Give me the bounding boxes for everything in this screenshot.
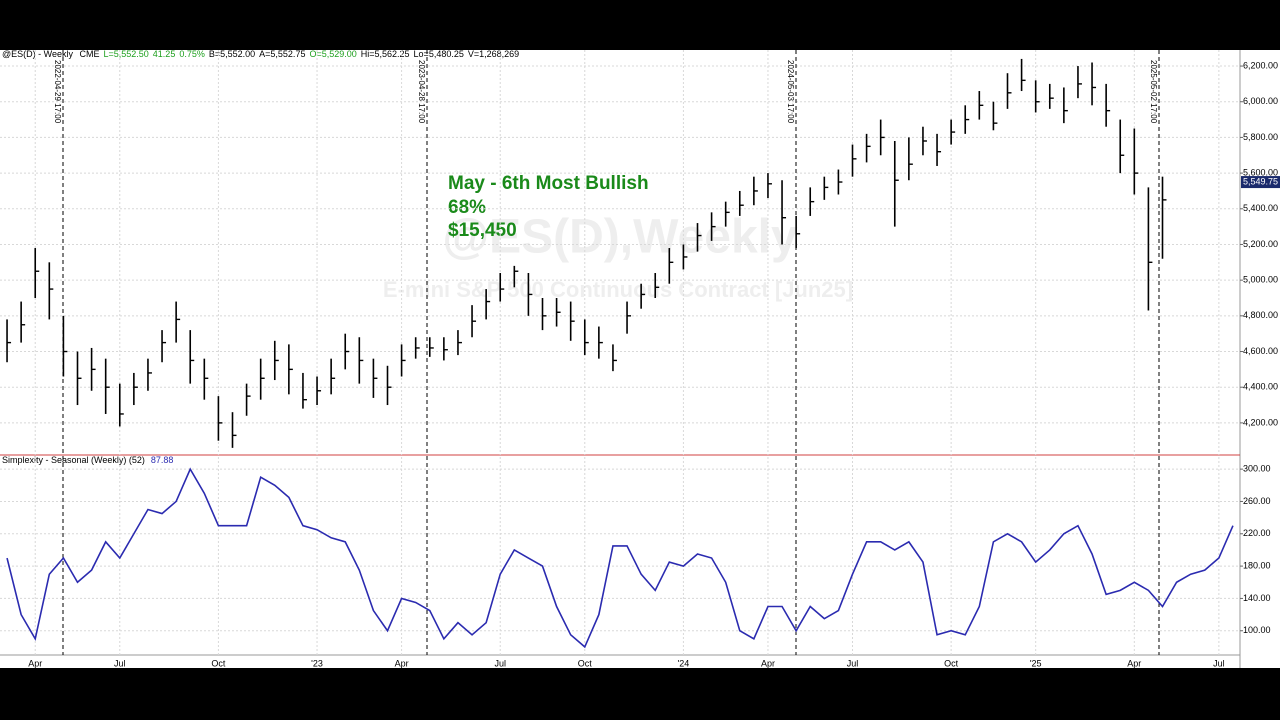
watermark-subtitle: E-mini S&P 500 Continuous Contract [Jun2… <box>383 277 853 302</box>
x-tick-label: Jul <box>114 658 126 668</box>
y-tick-label: 5,800.00 <box>1243 132 1278 142</box>
x-tick-label: Jul <box>1213 658 1225 668</box>
exchange: CME <box>80 49 100 59</box>
quote-field: O=5,529.00 <box>309 49 356 59</box>
quote-field: V=1,268,269 <box>468 49 519 59</box>
indicator-value: 87.88 <box>151 455 174 465</box>
y-tick-label: 4,400.00 <box>1243 382 1278 392</box>
marker-label: 2022-04-29 17:00 <box>53 60 62 124</box>
annotation: May - 6th Most Bullish 68% $15,450 <box>448 173 649 241</box>
title: @ES(D) - Weekly <box>2 49 73 59</box>
annotation-text: $15,450 <box>448 220 517 241</box>
x-tick-label: '23 <box>311 658 323 668</box>
x-tick-label: Apr <box>761 658 775 668</box>
quote: L=5,552.50 41.25 0.75% B=5,552.00 A=5,552.75… <box>104 49 520 59</box>
x-tick-label: Apr <box>1127 658 1141 668</box>
y-tick-label: 4,600.00 <box>1243 346 1278 356</box>
x-tick-label: Apr <box>28 658 42 668</box>
y-tick-label: 300.00 <box>1243 463 1271 473</box>
marker-label: 2023-04-28 17:00 <box>417 60 426 124</box>
y-tick-label: 100.00 <box>1243 625 1271 635</box>
header: @ES(D) - Weekly CME L=5,552.50 41.25 0.75% B… <box>2 49 519 59</box>
marker-label: 2025-05-02 17:00 <box>1149 60 1158 124</box>
quote-field: B=5,552.00 <box>209 49 255 59</box>
indicator-header: Simplexity - Seasonal (Weekly) (52) 87.88 <box>2 455 173 465</box>
background <box>0 50 1280 668</box>
x-tick-label: Oct <box>211 658 226 668</box>
x-tick-label: Oct <box>944 658 959 668</box>
quote-field: A=5,552.75 <box>259 49 305 59</box>
annotation-text: 68% <box>448 197 486 218</box>
x-tick-label: Jul <box>494 658 506 668</box>
quote-field: 41.25 <box>153 49 176 59</box>
y-tick-label: 180.00 <box>1243 560 1271 570</box>
last-price-box <box>1241 176 1280 189</box>
y-tick-label: 5,200.00 <box>1243 239 1278 249</box>
y-tick-label: 6,000.00 <box>1243 96 1278 106</box>
y-tick-label: 260.00 <box>1243 496 1271 506</box>
y-tick-label: 5,000.00 <box>1243 275 1278 285</box>
indicator-title: Simplexity - Seasonal (Weekly) (52) <box>2 455 145 465</box>
last-price-label: 5,549.75 <box>1243 176 1278 186</box>
marker-label: 2024-05-03 17:00 <box>786 60 795 124</box>
indicator-line <box>6 467 1234 649</box>
y-tick-label: 4,200.00 <box>1243 417 1278 427</box>
y-tick-label: 140.00 <box>1243 593 1271 603</box>
y-tick-label: 220.00 <box>1243 528 1271 538</box>
quote-field: Hi=5,562.25 <box>361 49 410 59</box>
x-tick-label: Apr <box>395 658 409 668</box>
x-tick-label: '24 <box>678 658 690 668</box>
annotation-text: May - 6th Most Bullish <box>448 173 649 194</box>
x-tick-label: Oct <box>578 658 593 668</box>
x-tick-label: Jul <box>847 658 859 668</box>
quote-field: Lo=5,480.25 <box>414 49 464 59</box>
quote-field: L=5,552.50 <box>104 49 149 59</box>
watermark: @ES(D),Weekly <box>442 211 798 264</box>
y-tick-label: 4,800.00 <box>1243 310 1278 320</box>
y-tick-label: 5,600.00 <box>1243 167 1278 177</box>
quote-field: 0.75% <box>179 49 205 59</box>
y-tick-label: 5,400.00 <box>1243 203 1278 213</box>
y-tick-label: 6,200.00 <box>1243 60 1278 70</box>
x-tick-label: '25 <box>1030 658 1042 668</box>
